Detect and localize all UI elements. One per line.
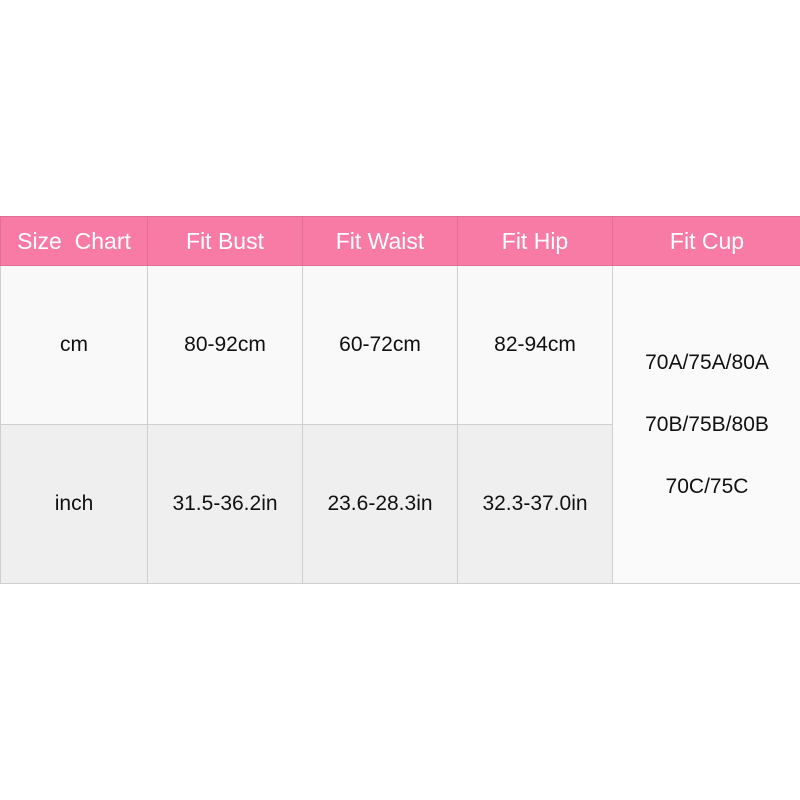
size-chart-table: Size Chart Fit Bust Fit Waist Fit Hip Fi… <box>0 216 800 584</box>
unit-cell: inch <box>0 424 148 584</box>
cup-value: 70C/75C <box>665 474 749 498</box>
cup-value: 70B/75B/80B <box>645 412 769 436</box>
unit-cell: cm <box>0 265 148 425</box>
header-fit-hip: Fit Hip <box>457 216 613 266</box>
header-row: Size Chart Fit Bust Fit Waist Fit Hip Fi… <box>0 216 800 266</box>
waist-cell: 23.6-28.3in <box>302 424 458 584</box>
cup-value: 70A/75A/80A <box>645 350 769 374</box>
header-fit-waist: Fit Waist <box>302 216 458 266</box>
bust-cell: 80-92cm <box>147 265 303 425</box>
bust-cell: 31.5-36.2in <box>147 424 303 584</box>
cup-cell: 70A/75A/80A 70B/75B/80B 70C/75C <box>612 265 800 584</box>
header-fit-bust: Fit Bust <box>147 216 303 266</box>
header-fit-cup: Fit Cup <box>612 216 800 266</box>
hip-cell: 82-94cm <box>457 265 613 425</box>
table-row: inch 31.5-36.2in 23.6-28.3in 32.3-37.0in <box>0 424 800 584</box>
header-size-chart: Size Chart <box>0 216 148 266</box>
table-row: cm 80-92cm 60-72cm 82-94cm 70A/75A/80A 7… <box>0 265 800 584</box>
waist-cell: 60-72cm <box>302 265 458 425</box>
hip-cell: 32.3-37.0in <box>457 424 613 584</box>
